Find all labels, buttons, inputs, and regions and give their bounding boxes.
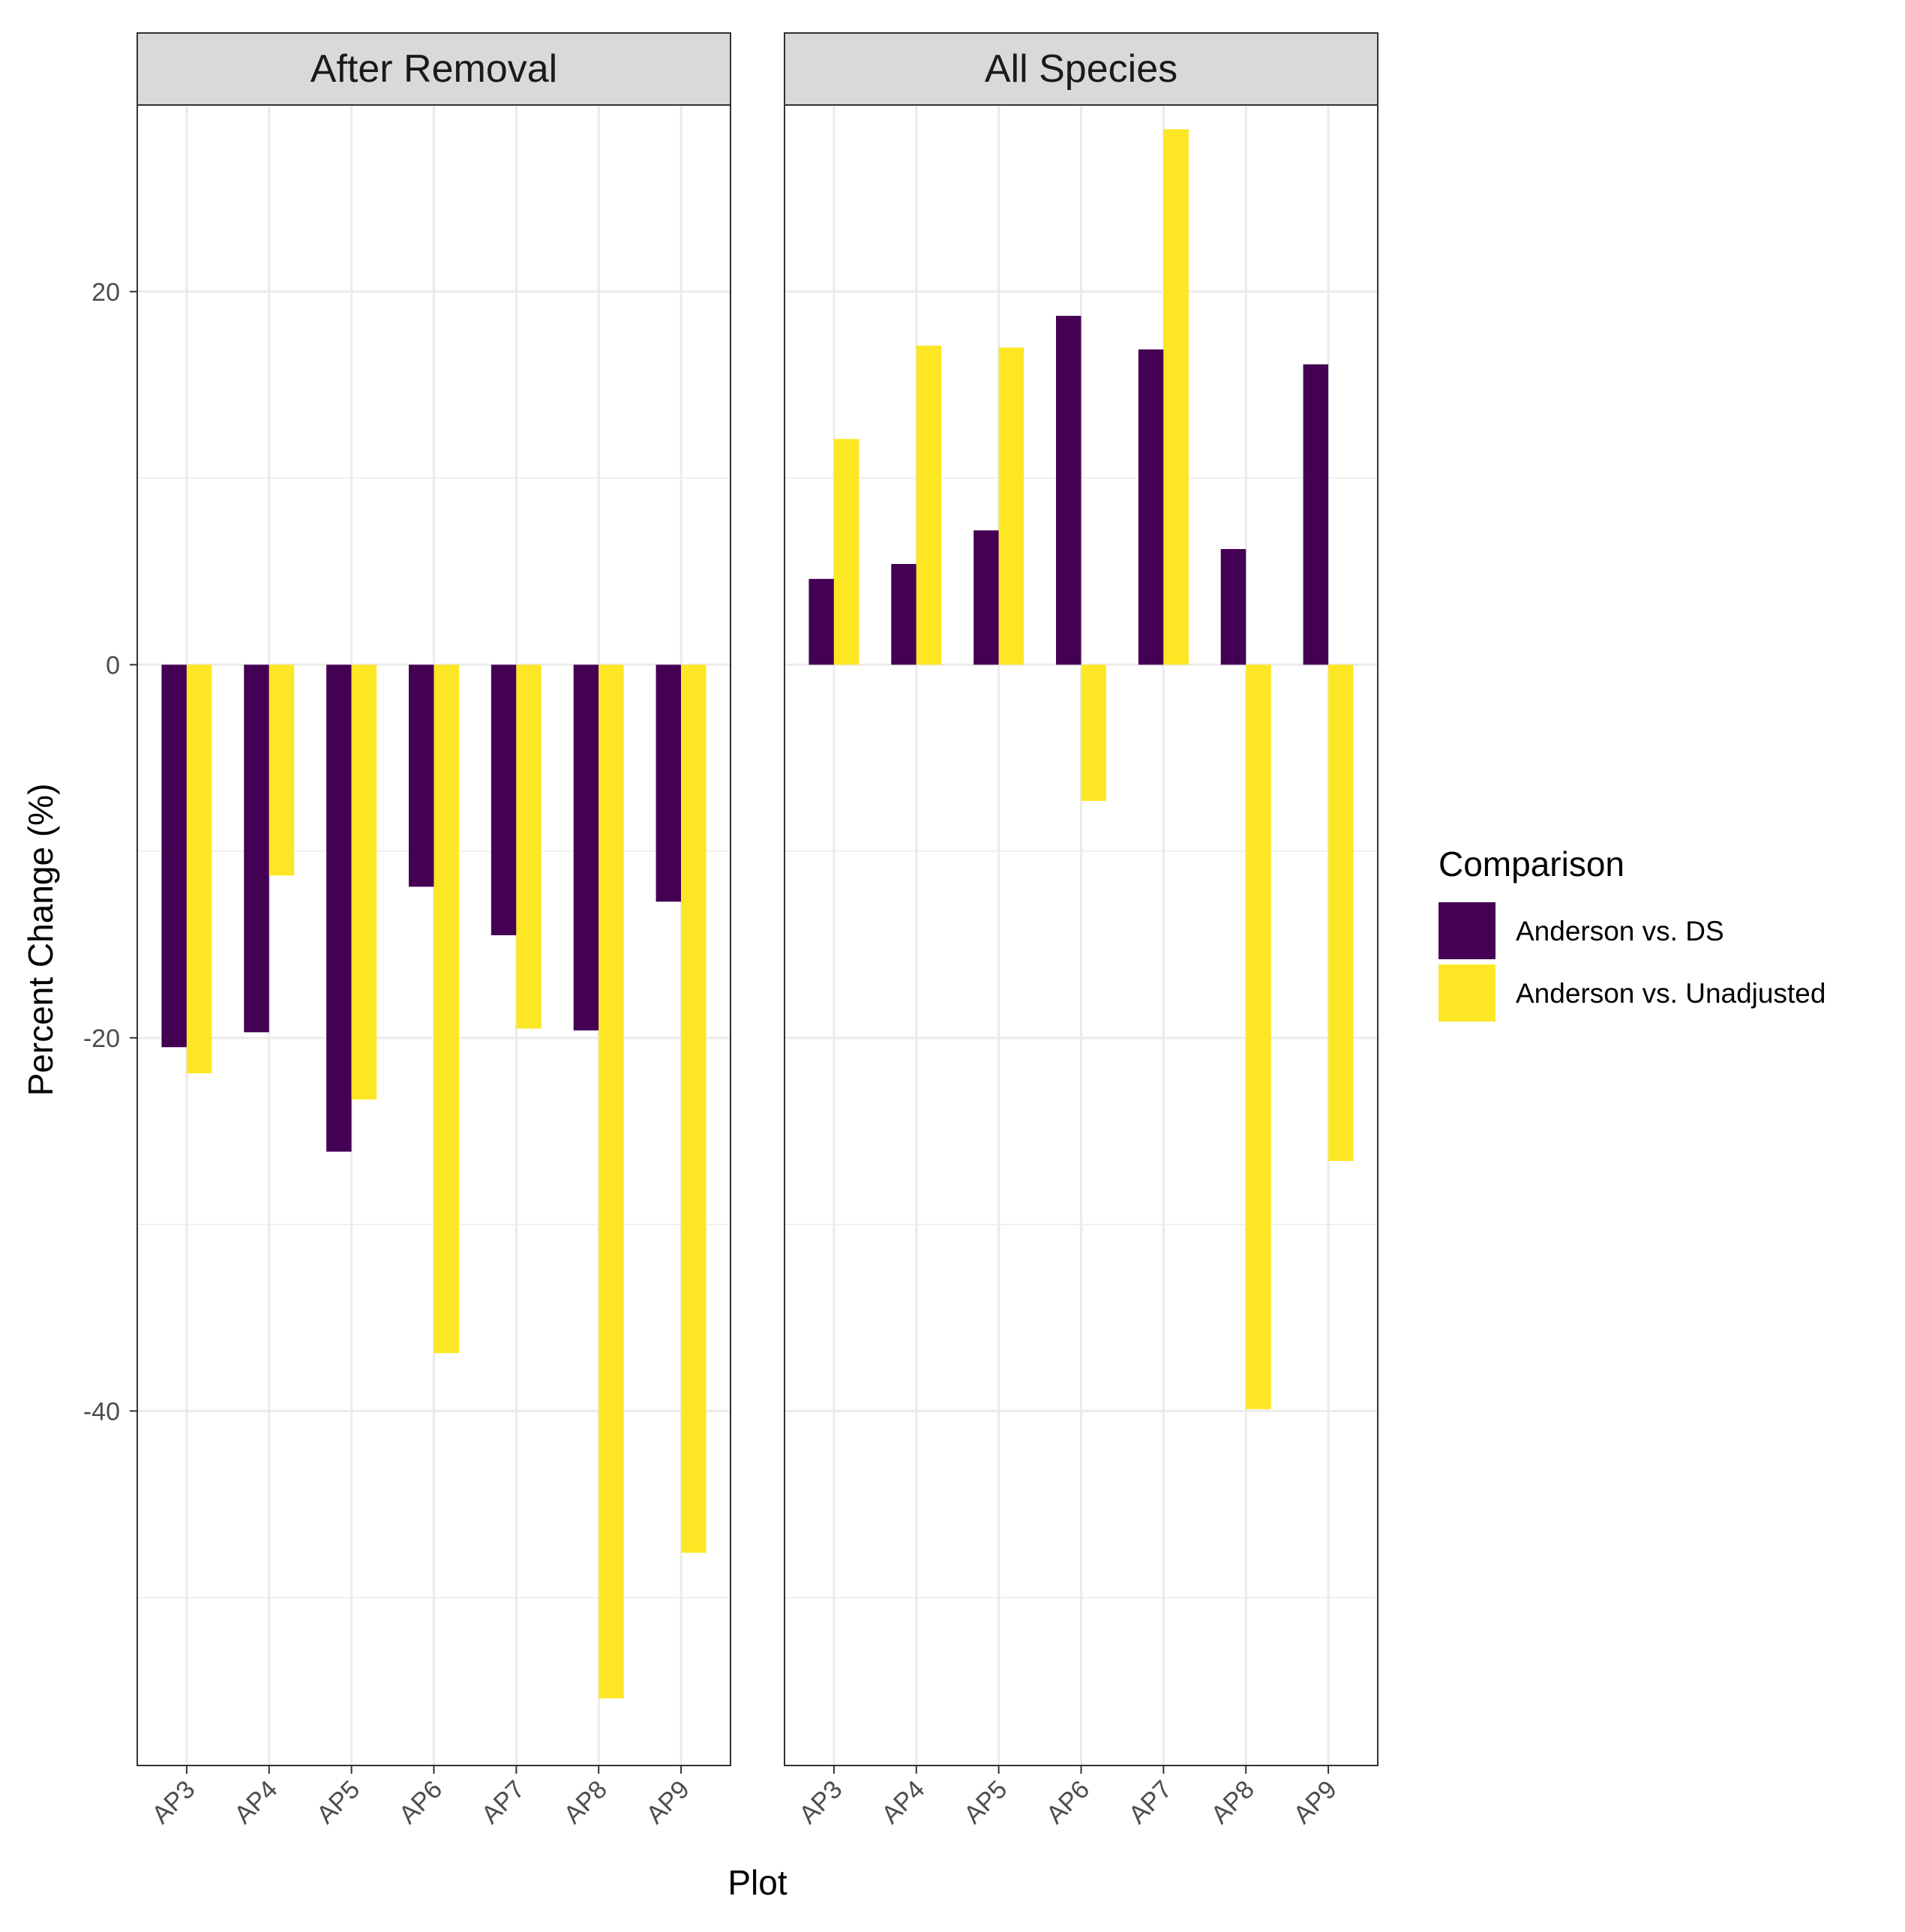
bar-anderson-vs-unadjusted (1328, 664, 1354, 1162)
bar-anderson-vs-unadjusted (916, 345, 942, 665)
bar-anderson-vs-ds (326, 664, 352, 1152)
x-tick-label: AP4 (229, 1775, 283, 1829)
facet-strip-label: All Species (985, 47, 1178, 91)
bar-anderson-vs-ds (808, 578, 834, 665)
x-tick-label: AP3 (146, 1775, 200, 1829)
x-tick-label: AP4 (876, 1775, 930, 1829)
bar-anderson-vs-ds (891, 563, 916, 665)
legend-key-anderson-vs-unadjusted (1438, 964, 1496, 1022)
bar-anderson-vs-unadjusted (516, 664, 542, 1029)
bar-anderson-vs-unadjusted (434, 664, 459, 1354)
y-tick-label: 20 (92, 278, 120, 307)
bar-anderson-vs-ds (656, 664, 682, 902)
bar-anderson-vs-ds (573, 664, 599, 1030)
bar-anderson-vs-unadjusted (1163, 129, 1189, 665)
legend-label: Anderson vs. Unadjusted (1516, 978, 1826, 1009)
bar-anderson-vs-unadjusted (833, 439, 860, 665)
x-tick-label: AP3 (794, 1775, 848, 1829)
bar-anderson-vs-ds (244, 664, 269, 1033)
bar-anderson-vs-ds (409, 664, 434, 887)
x-tick-label: AP7 (1124, 1775, 1178, 1829)
bar-anderson-vs-unadjusted (186, 664, 212, 1074)
x-tick-label: AP5 (958, 1775, 1012, 1829)
x-tick-label: AP8 (1206, 1775, 1260, 1829)
bar-anderson-vs-unadjusted (998, 347, 1024, 665)
legend-key-anderson-vs-ds (1438, 902, 1496, 959)
x-tick-label: AP8 (559, 1775, 613, 1829)
bar-anderson-vs-ds (1138, 349, 1164, 665)
facet-panel: All Species AP3 AP4 AP5 AP6 AP7 AP8 AP9 (784, 32, 1378, 1829)
legend-title: Comparison (1438, 844, 1624, 884)
bar-anderson-vs-unadjusted (598, 664, 624, 1699)
facet-panel: After Removal AP3 AP4 AP5 AP6 AP7 AP8 AP9 (136, 32, 731, 1829)
facet-strip-label: After Removal (310, 47, 557, 91)
facet-strip (784, 32, 1378, 106)
y-tick-label: 0 (106, 651, 120, 680)
legend-label: Anderson vs. DS (1516, 916, 1724, 946)
y-tick-label: -20 (83, 1024, 120, 1053)
bar-anderson-vs-ds (974, 530, 999, 665)
bar-anderson-vs-unadjusted (351, 664, 377, 1100)
x-axis-title: Plot (728, 1863, 787, 1902)
bar-anderson-vs-unadjusted (268, 664, 295, 876)
x-tick-label: AP9 (1288, 1775, 1342, 1829)
facet-strip (136, 32, 731, 106)
y-axis-title: Percent Change (%) (21, 784, 60, 1096)
x-tick-label: AP6 (1041, 1775, 1095, 1829)
x-tick-label: AP7 (476, 1775, 530, 1829)
bar-anderson-vs-unadjusted (681, 664, 706, 1553)
bar-anderson-vs-ds (1220, 549, 1246, 665)
bar-anderson-vs-ds (1056, 316, 1082, 665)
bar-anderson-vs-unadjusted (1246, 664, 1271, 1409)
x-tick-label: AP9 (640, 1775, 694, 1829)
y-tick-label: -40 (83, 1397, 120, 1426)
bar-anderson-vs-ds (161, 664, 187, 1048)
x-tick-label: AP6 (394, 1775, 448, 1829)
x-tick-label: AP5 (311, 1775, 365, 1829)
legend: Anderson vs. DS Anderson vs. Unadjusted (1438, 902, 1826, 1022)
bar-anderson-vs-unadjusted (1081, 664, 1106, 801)
bar-anderson-vs-ds (1303, 364, 1329, 665)
bar-anderson-vs-ds (490, 664, 517, 935)
